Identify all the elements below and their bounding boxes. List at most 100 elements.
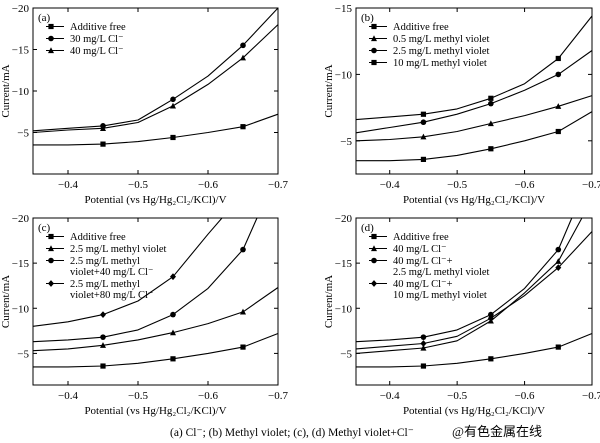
x-tick-label: −0.5 <box>447 390 467 402</box>
data-point-marker <box>240 344 246 350</box>
series-line-2 <box>32 24 279 134</box>
x-tick-label: −0.5 <box>128 390 148 402</box>
panel-label: (c) <box>38 222 51 234</box>
legend-label: 10 mg/L methyl violet <box>393 58 487 69</box>
legend-marker <box>48 47 54 54</box>
y-tick-label: −15 <box>12 45 30 57</box>
data-point-marker <box>555 128 561 135</box>
data-point-marker <box>420 111 427 117</box>
data-point-marker <box>170 134 176 141</box>
data-point-marker <box>240 308 246 315</box>
data-point-marker <box>488 146 494 152</box>
legend-marker <box>48 245 54 252</box>
figure-caption: (a) Cl⁻; (b) Methyl violet; (c), (d) Met… <box>170 427 414 439</box>
x-tick-label: −0.6 <box>198 390 218 402</box>
y-tick-label: −5 <box>17 128 29 140</box>
legend-label: Additive free <box>393 22 449 33</box>
y-tick-label: −15 <box>335 3 353 15</box>
data-point-marker <box>420 363 427 369</box>
x-tick-label: −0.4 <box>380 179 400 191</box>
plot-frame <box>355 217 593 386</box>
panel-label: (b) <box>361 12 374 24</box>
series-line-1 <box>355 217 583 354</box>
data-point-marker <box>555 103 562 109</box>
data-point-marker <box>170 96 176 103</box>
data-point-marker <box>487 120 494 127</box>
data-point-marker <box>170 311 176 318</box>
data-point-marker <box>420 334 427 340</box>
panel-label: (a) <box>38 12 51 24</box>
x-tick-label: −0.6 <box>198 179 218 191</box>
data-point-marker <box>100 334 106 340</box>
legend-label: 30 mg/L Cl⁻ <box>70 34 124 45</box>
series-line-2 <box>355 50 593 134</box>
y-tick-label: −15 <box>335 258 353 270</box>
series-line-0 <box>356 111 593 162</box>
plot-frame <box>32 217 279 386</box>
y-tick-label: −5 <box>340 136 352 148</box>
x-tick-label: −0.7 <box>268 390 288 402</box>
series-line-0 <box>356 332 593 368</box>
panel-label: (d) <box>361 222 374 234</box>
x-tick-label: −0.6 <box>515 179 535 191</box>
chart-panel-0: −0.4 −0.5 −0.6 −0.7 −5 −10 −15 −20 Potential (vs… <box>0 3 288 206</box>
legend-label: Additive free <box>393 232 449 243</box>
legend-label: Additive free <box>70 232 126 243</box>
x-tick-label: −0.7 <box>268 179 288 191</box>
data-point-marker <box>170 273 176 281</box>
legend-label: 2.5 mg/L methyl <box>70 256 140 267</box>
series-line-2 <box>32 217 258 343</box>
data-point-marker <box>488 95 494 101</box>
legend-marker <box>371 280 377 287</box>
legend-label: 2.5 mg/L methyl <box>70 279 140 290</box>
data-point-marker <box>420 133 427 140</box>
legend-label: 40 mg/L Cl⁻ <box>393 244 447 255</box>
legend-marker <box>371 245 377 252</box>
data-point-marker <box>487 314 494 322</box>
y-axis-label: Current/mA <box>323 64 335 117</box>
legend-label: 40 mg/L Cl⁻+ <box>393 279 453 290</box>
data-point-marker <box>555 344 561 350</box>
data-point-marker <box>240 246 246 253</box>
chart-panel-2: −0.4 −0.5 −0.6 −0.7 −5 −10 −15 −20 Potential (vs… <box>0 213 288 417</box>
legend-label: 2.5 mg/L methyl violet <box>70 244 167 255</box>
y-axis-label: Current/mA <box>0 64 12 117</box>
data-point-marker <box>100 311 106 318</box>
data-point-marker <box>488 100 494 107</box>
x-axis-label: Potential (vs Hg/Hg₂Cl₂/KCl)/V <box>84 405 226 417</box>
legend-marker <box>371 59 377 66</box>
legend-label: violet+40 mg/L Cl⁻ <box>70 267 153 278</box>
series-line-0 <box>33 113 279 146</box>
legend-label: 2.5 mg/L methyl violet <box>393 46 490 57</box>
legend-marker <box>371 257 377 264</box>
data-point-marker <box>240 42 246 49</box>
data-point-marker <box>240 124 246 130</box>
data-point-marker <box>420 119 427 126</box>
x-tick-label: −0.5 <box>447 179 467 191</box>
data-point-marker <box>420 344 427 351</box>
data-point-marker <box>555 258 562 264</box>
y-axis-label: Current/mA <box>0 275 12 328</box>
x-tick-label: −0.7 <box>582 390 600 402</box>
data-point-marker <box>555 264 562 272</box>
data-point-marker <box>488 356 494 362</box>
legend-label: violet+80 mg/L Cl⁻ <box>70 290 153 301</box>
data-point-marker <box>555 55 561 62</box>
legend-label: 2.5 mg/L methyl violet <box>393 267 490 278</box>
legend-label: Additive free <box>70 22 126 33</box>
series-line-3 <box>32 217 223 327</box>
x-tick-label: −0.4 <box>380 390 400 402</box>
series-line-1 <box>32 7 279 132</box>
series-line-0 <box>33 332 279 368</box>
data-point-marker <box>100 141 106 147</box>
y-tick-label: −5 <box>340 348 352 360</box>
data-point-marker <box>555 246 562 253</box>
x-axis-label: Potential (vs Hg/Hg₂Cl₂/KCl)/V <box>403 405 545 417</box>
legend-marker <box>48 257 54 264</box>
legend-marker <box>371 23 377 30</box>
y-tick-label: −15 <box>12 258 30 270</box>
data-point-marker <box>100 125 106 131</box>
series-line-2 <box>355 217 573 343</box>
x-axis-label: Potential (vs Hg/Hg₂Cl₂/KCl)/V <box>84 194 226 206</box>
